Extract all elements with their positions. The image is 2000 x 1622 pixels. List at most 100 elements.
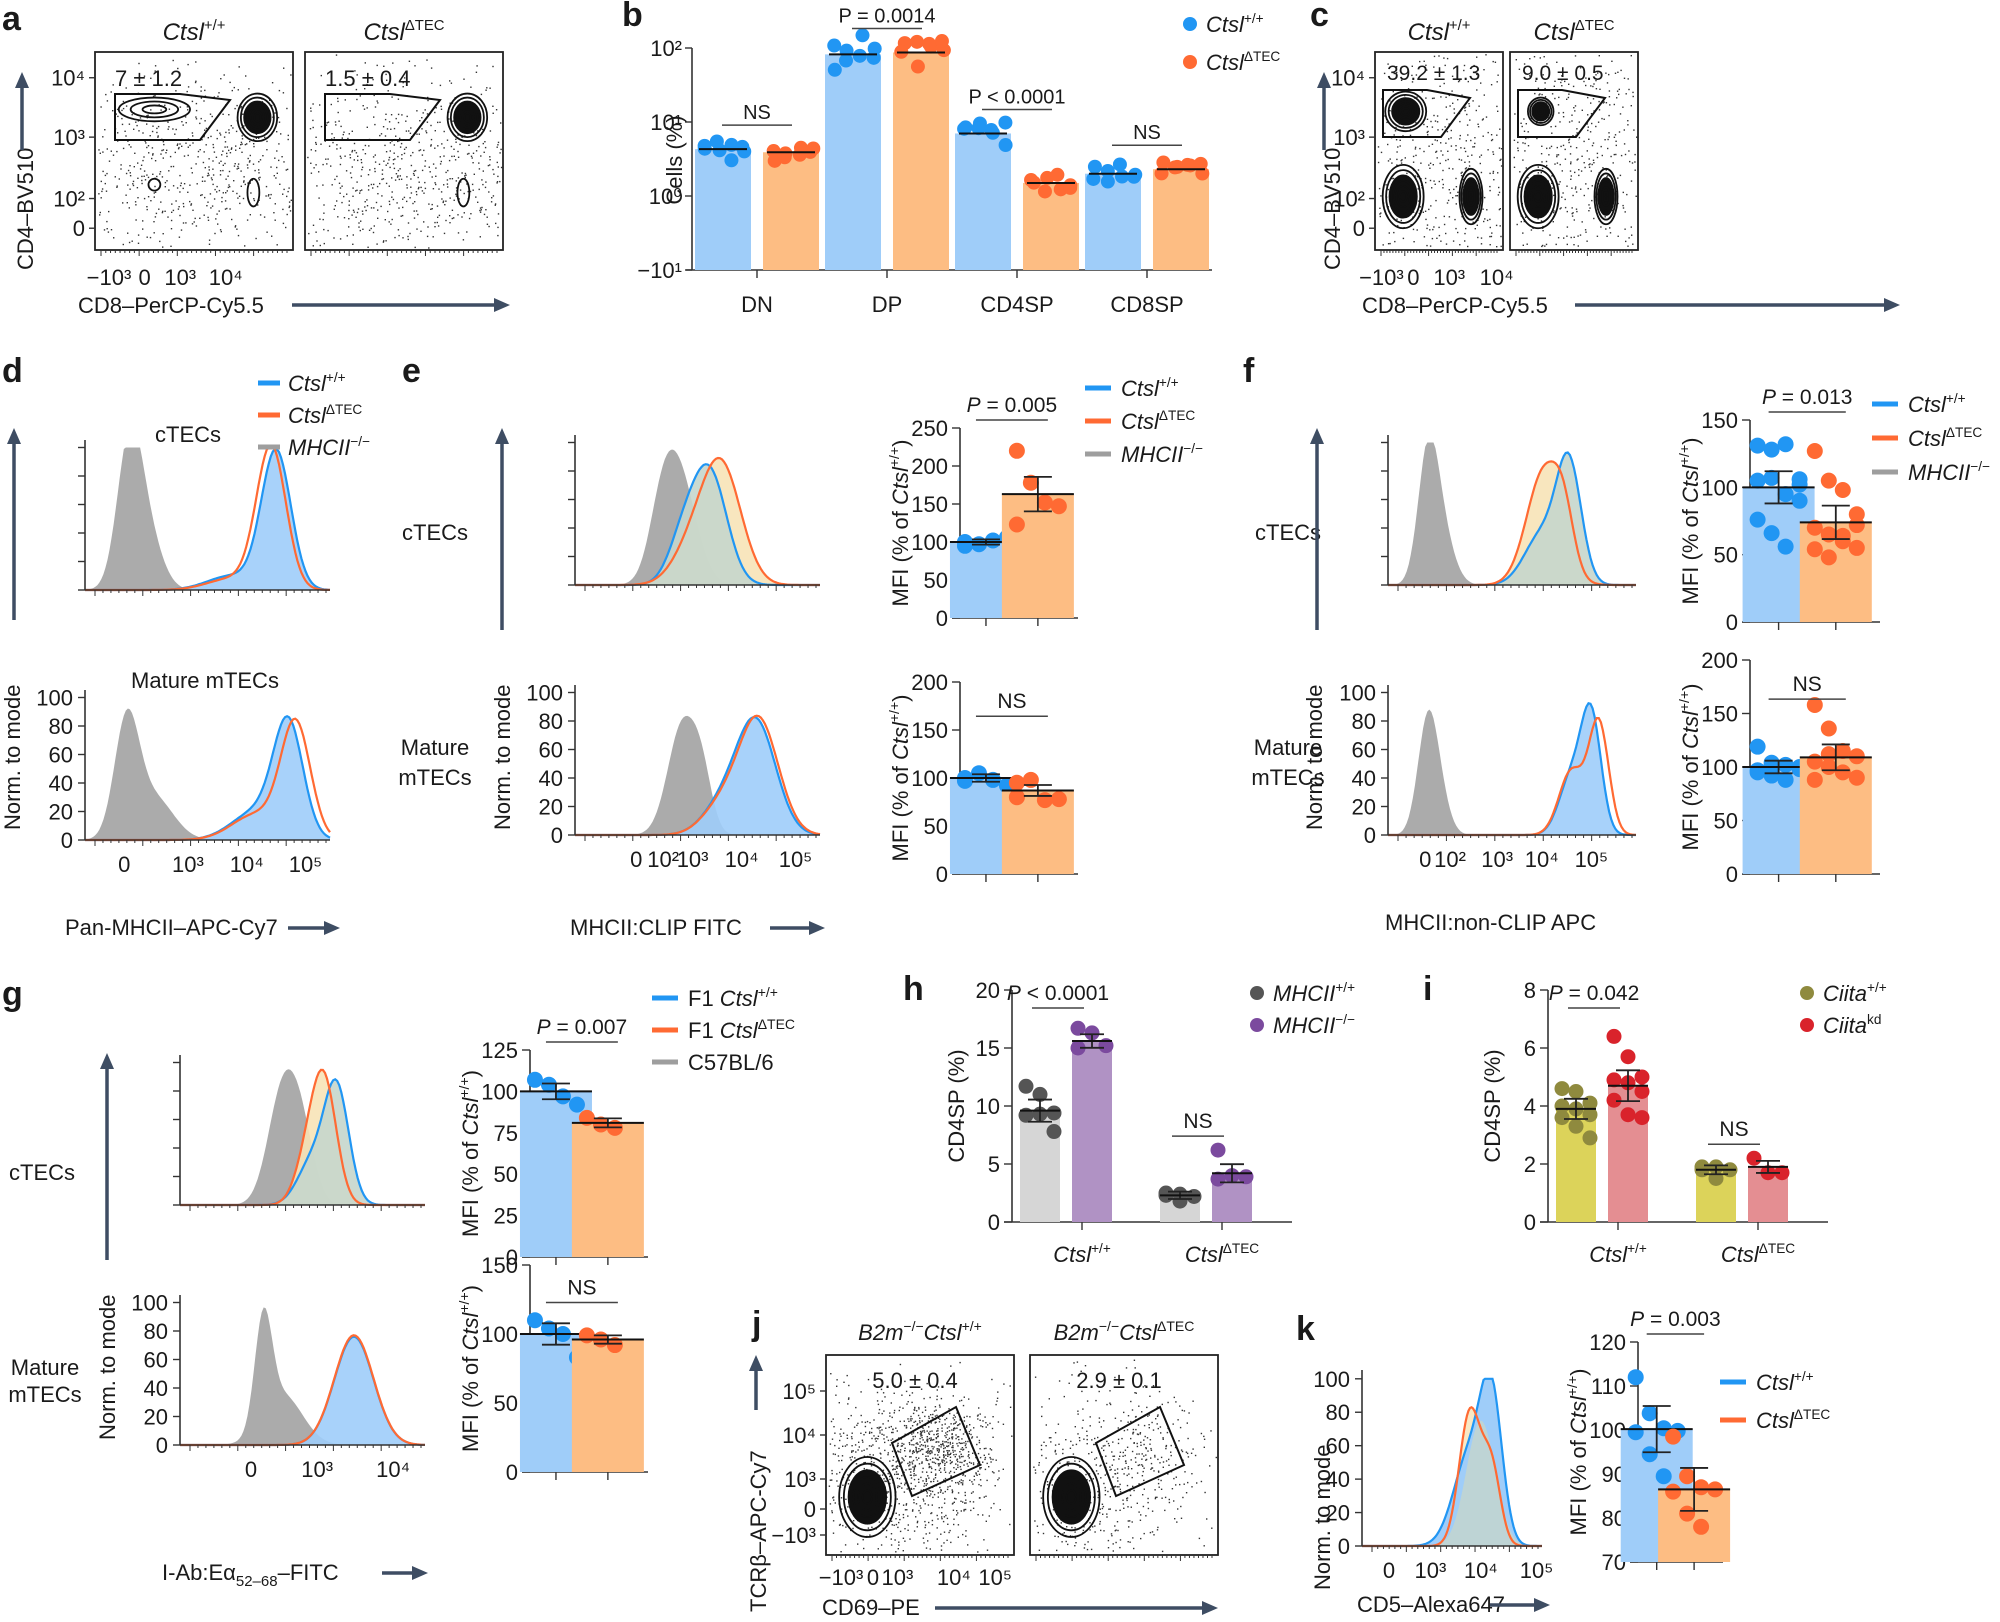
event-dot bbox=[442, 201, 444, 204]
event-dot bbox=[1553, 85, 1555, 87]
event-dot bbox=[1057, 1423, 1060, 1425]
event-dot bbox=[421, 190, 424, 192]
event-dot bbox=[979, 1456, 982, 1459]
event-dot bbox=[372, 231, 375, 234]
event-dot bbox=[864, 1425, 867, 1428]
event-dot bbox=[891, 1524, 893, 1526]
event-dot bbox=[1580, 170, 1583, 172]
event-dot bbox=[998, 1477, 1000, 1479]
event-dot bbox=[219, 132, 221, 134]
event-dot bbox=[979, 1468, 981, 1470]
event-dot bbox=[191, 100, 194, 103]
event-dot bbox=[391, 218, 393, 221]
event-dot bbox=[1046, 1488, 1049, 1490]
event-dot bbox=[1568, 141, 1570, 144]
event-dot bbox=[254, 169, 256, 172]
panel-b-point bbox=[922, 36, 937, 51]
event-dot bbox=[955, 1482, 957, 1484]
event-dot bbox=[1167, 1473, 1169, 1475]
event-dot bbox=[479, 207, 482, 209]
event-dot bbox=[158, 208, 160, 210]
event-dot bbox=[917, 1451, 919, 1453]
event-dot bbox=[1459, 244, 1461, 246]
event-dot bbox=[939, 1467, 942, 1470]
event-dot bbox=[891, 1438, 894, 1440]
event-dot bbox=[190, 167, 193, 169]
event-dot bbox=[99, 214, 101, 216]
event-dot bbox=[449, 80, 451, 82]
event-dot bbox=[200, 86, 202, 88]
event-dot bbox=[1592, 98, 1595, 100]
event-dot bbox=[1435, 151, 1437, 153]
event-dot bbox=[1127, 1506, 1129, 1508]
event-dot bbox=[910, 1427, 912, 1429]
panel-b-bar bbox=[1085, 173, 1141, 270]
event-dot bbox=[362, 213, 364, 215]
event-dot bbox=[1068, 1382, 1070, 1384]
event-dot bbox=[1038, 1462, 1040, 1464]
event-dot bbox=[1112, 1441, 1114, 1443]
panel-c-ytick-label: 10³ bbox=[1333, 125, 1365, 150]
event-dot bbox=[238, 195, 241, 197]
event-dot bbox=[927, 1540, 929, 1542]
event-dot bbox=[154, 216, 157, 218]
event-dot bbox=[1551, 93, 1554, 95]
event-dot bbox=[935, 1473, 937, 1475]
event-dot bbox=[440, 105, 442, 108]
panel-f-bar-bottom-point bbox=[1806, 771, 1823, 788]
event-dot bbox=[972, 1483, 974, 1485]
event-dot bbox=[1116, 1521, 1119, 1523]
event-dot bbox=[957, 1460, 959, 1463]
event-dot bbox=[1128, 1473, 1130, 1475]
event-dot bbox=[922, 1448, 924, 1451]
event-dot bbox=[1556, 155, 1558, 158]
panel-e-bar-bottom-point bbox=[1036, 792, 1053, 809]
event-dot bbox=[1393, 231, 1395, 234]
event-dot bbox=[1489, 189, 1491, 192]
event-dot bbox=[1062, 1452, 1064, 1455]
event-dot bbox=[916, 1521, 919, 1524]
event-dot bbox=[409, 197, 411, 199]
event-dot bbox=[1071, 1374, 1073, 1376]
event-dot bbox=[846, 1444, 848, 1446]
panel-f-bar-bottom-point bbox=[1834, 764, 1851, 781]
event-dot bbox=[1104, 1486, 1106, 1489]
event-dot bbox=[1586, 123, 1588, 125]
event-dot bbox=[179, 184, 182, 187]
event-dot bbox=[1602, 167, 1604, 169]
event-dot bbox=[181, 121, 183, 123]
event-dot bbox=[863, 1455, 866, 1457]
event-dot bbox=[164, 104, 166, 106]
event-dot bbox=[426, 59, 428, 61]
event-dot bbox=[1393, 134, 1395, 136]
event-dot bbox=[986, 1462, 988, 1465]
event-dot bbox=[1559, 208, 1561, 210]
event-dot bbox=[154, 160, 157, 162]
event-dot bbox=[315, 231, 317, 233]
contour-ring bbox=[1381, 163, 1425, 230]
event-dot bbox=[947, 1452, 949, 1454]
event-dot bbox=[960, 1479, 962, 1481]
event-dot bbox=[937, 1458, 939, 1461]
event-dot bbox=[1606, 235, 1608, 237]
event-dot bbox=[417, 188, 420, 190]
event-dot bbox=[207, 219, 210, 221]
event-dot bbox=[1423, 60, 1425, 62]
event-dot bbox=[197, 156, 199, 158]
contour-ring bbox=[1384, 90, 1428, 133]
event-dot bbox=[406, 115, 408, 118]
event-dot bbox=[276, 150, 278, 152]
event-dot bbox=[424, 181, 426, 184]
contour-ring bbox=[1401, 107, 1411, 116]
event-dot bbox=[227, 186, 230, 189]
event-dot bbox=[989, 1456, 991, 1459]
event-dot bbox=[406, 200, 408, 203]
event-dot bbox=[908, 1461, 911, 1463]
event-dot bbox=[160, 109, 162, 111]
event-dot bbox=[903, 1459, 905, 1462]
event-dot bbox=[876, 1427, 878, 1429]
event-dot bbox=[241, 151, 243, 153]
event-dot bbox=[455, 141, 457, 143]
event-dot bbox=[916, 1424, 918, 1426]
event-dot bbox=[379, 134, 381, 137]
